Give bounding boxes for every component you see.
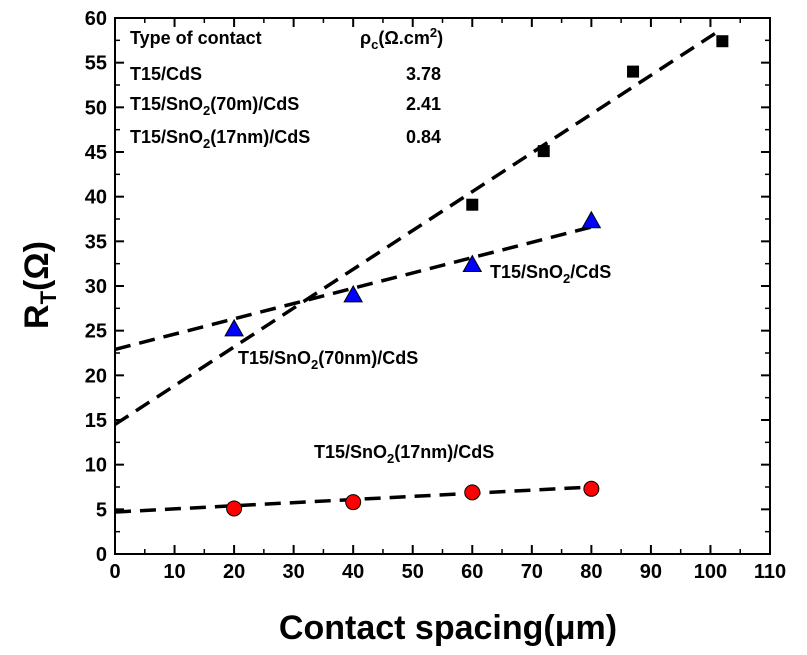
y-tick-label: 50 — [85, 97, 107, 119]
data-point-circle — [464, 484, 481, 501]
y-tick-label: 35 — [85, 231, 107, 253]
table-row-name: T15/CdS — [130, 64, 202, 84]
data-point-square — [627, 65, 640, 78]
x-tick-label: 60 — [461, 561, 483, 583]
y-tick-label: 10 — [85, 455, 107, 477]
rho-sub: c — [371, 37, 378, 52]
y-tick-label: 15 — [85, 410, 107, 432]
y-axis-title-sub: T — [36, 290, 61, 304]
x-tick-label: 70 — [521, 561, 543, 583]
data-markers — [224, 35, 729, 517]
x-tick-label: 0 — [109, 561, 120, 583]
y-axis-title-tail: (Ω) — [18, 241, 56, 291]
x-axis-title: Contact spacing(μm) — [279, 609, 617, 647]
y-axis-title: RT(Ω) — [18, 241, 61, 329]
data-point-circle — [583, 480, 600, 497]
rho-unit: (Ω.cm — [378, 28, 429, 48]
data-point-triangle — [224, 318, 244, 337]
table-row-name: T15/SnO2(17nm)/CdS — [130, 127, 310, 151]
x-tick-label: 90 — [640, 561, 662, 583]
data-point-square — [466, 198, 479, 211]
rho-sup: 2 — [430, 25, 437, 40]
y-tick-label: 60 — [85, 8, 107, 30]
x-tick-label: 40 — [342, 561, 364, 583]
y-tick-label: 0 — [96, 544, 107, 566]
series-label-17nm: T15/SnO2(17nm)/CdS — [314, 442, 494, 466]
x-tick-label: 110 — [754, 561, 786, 583]
data-point-triangle — [343, 284, 364, 303]
y-tick-label: 5 — [96, 499, 107, 521]
contact-table: Type of contact ρc(Ω.cm2) T15/CdS 3.78 T… — [130, 25, 443, 151]
y-tick-label: 40 — [85, 187, 107, 209]
table-row-rho: 0.84 — [406, 127, 441, 147]
tick-labels: 0 10 20 30 40 50 60 70 80 90 100 110 0 5 10 15 20 25 30 35 4… — [85, 8, 786, 583]
fit-line — [114, 225, 592, 352]
table-row-name: T15/SnO2(70m)/CdS — [130, 94, 299, 118]
x-tick-label: 20 — [223, 561, 245, 583]
y-tick-label: 30 — [85, 276, 107, 298]
y-axis-title-main: R — [18, 304, 56, 329]
x-tick-label: 10 — [163, 561, 185, 583]
y-tick-label: 45 — [85, 142, 107, 164]
table-header-type: Type of contact — [130, 28, 262, 48]
y-tick-label: 55 — [85, 53, 107, 75]
rho-end: ) — [437, 28, 443, 48]
table-row-rho: 2.41 — [406, 94, 441, 114]
x-tick-label: 50 — [402, 561, 424, 583]
data-point-triangle — [462, 254, 483, 273]
y-tick-label: 20 — [85, 365, 107, 387]
table-header-rho: ρc(Ω.cm2) — [360, 25, 443, 52]
x-tick-label: 80 — [580, 561, 602, 583]
data-point-triangle — [581, 210, 602, 229]
data-point-circle — [345, 494, 362, 511]
rho-symbol: ρ — [360, 28, 371, 48]
series-label-70nm: T15/SnO2(70nm)/CdS — [238, 348, 418, 372]
x-tick-label: 100 — [694, 561, 727, 583]
fit-line — [114, 27, 724, 426]
data-point-square — [716, 35, 729, 48]
y-tick-label: 25 — [85, 321, 107, 343]
series-label-sno2: T15/SnO2/CdS — [490, 262, 611, 286]
x-tick-label: 30 — [283, 561, 305, 583]
data-point-circle — [226, 500, 243, 517]
ticks — [114, 17, 771, 555]
table-row-rho: 3.78 — [406, 64, 441, 84]
data-point-square — [537, 145, 550, 158]
